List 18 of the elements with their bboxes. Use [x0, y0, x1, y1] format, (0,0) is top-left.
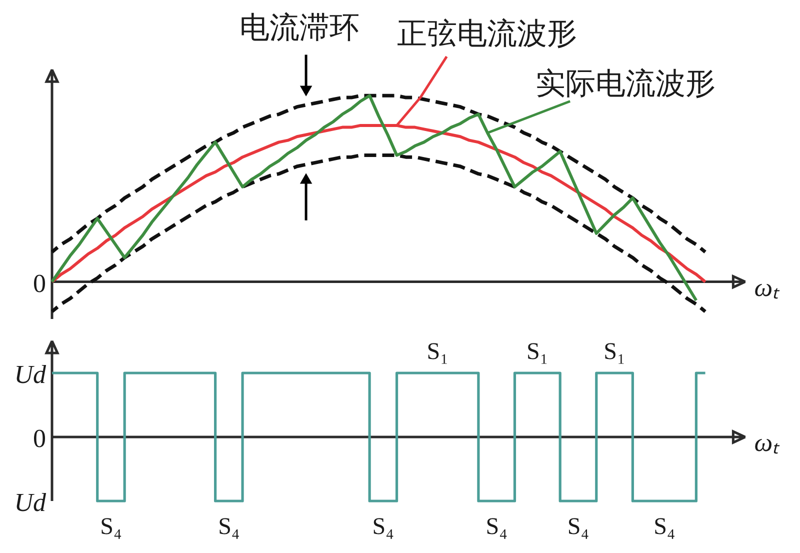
- text: 电流滞环: [240, 12, 360, 45]
- x-axis-title: ωₜ: [754, 428, 781, 457]
- text: S₁: [426, 339, 448, 365]
- text: S₁: [604, 339, 626, 365]
- text: Ud: [14, 488, 47, 517]
- x-axis-title: ωₜ: [754, 272, 781, 302]
- text: Ud: [14, 360, 47, 389]
- text: S₄: [100, 514, 122, 540]
- text: S₁: [526, 339, 548, 365]
- text: S₄: [567, 514, 590, 540]
- text: 0: [33, 424, 46, 453]
- series-label: 实际电流波形: [536, 68, 716, 100]
- text: 0: [33, 268, 46, 298]
- text: S₄: [372, 514, 394, 540]
- text: S₄: [218, 514, 240, 540]
- text: S₄: [654, 514, 676, 540]
- text: 正弦电流波形: [396, 17, 577, 50]
- text: S₄: [486, 514, 508, 540]
